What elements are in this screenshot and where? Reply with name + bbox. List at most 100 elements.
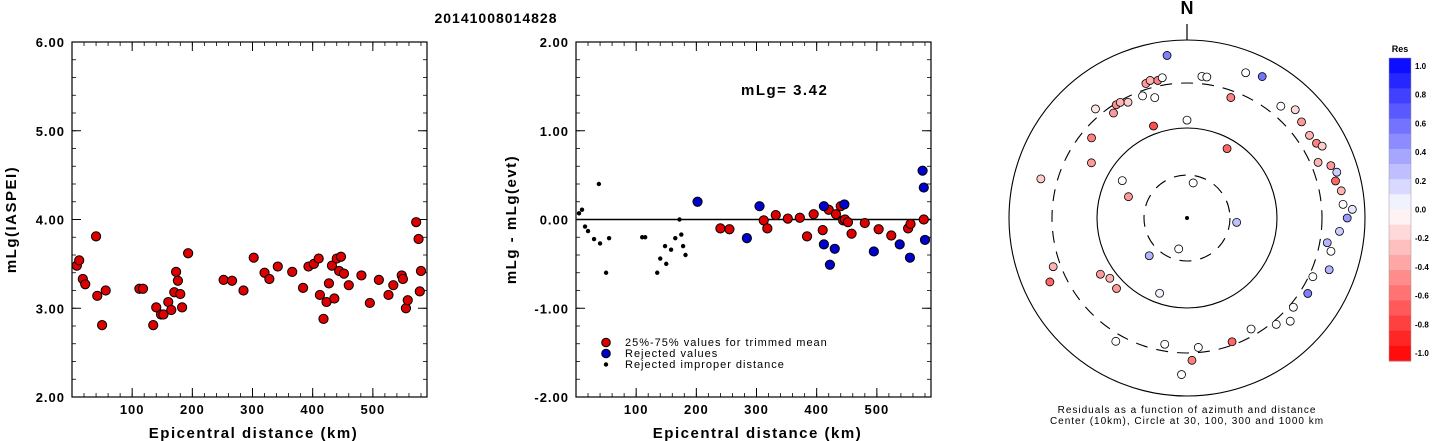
- x-tick-label: 500: [864, 402, 889, 417]
- station-residual: [1202, 72, 1212, 82]
- y-tick-label: -1.00: [534, 301, 569, 316]
- data-point: [100, 285, 111, 296]
- data-point: [364, 297, 375, 309]
- data-point: [313, 253, 324, 264]
- x-axis-label: Epicentral distance (km): [149, 425, 358, 441]
- data-point-improper-distance: [606, 235, 612, 241]
- station-residual: [1091, 104, 1100, 114]
- data-point: [314, 289, 325, 301]
- y-axis-label: mLg(IASPEI): [3, 166, 20, 273]
- data-point: [287, 266, 298, 277]
- data-point-improper-distance: [673, 235, 678, 241]
- data-point-trimmed: [801, 231, 813, 242]
- x-tick-label: 300: [240, 402, 265, 417]
- station-residual: [1045, 277, 1055, 287]
- data-point: [397, 273, 409, 285]
- x-tick-label: 100: [120, 402, 145, 417]
- legend-marker: [603, 362, 609, 367]
- station-residual: [1174, 244, 1184, 254]
- station-residual: [1117, 176, 1127, 186]
- x-tick-label: 200: [684, 402, 709, 417]
- station-residual: [1105, 273, 1115, 283]
- colorbar-cell: [1389, 209, 1411, 226]
- data-point-rejected: [918, 182, 929, 193]
- x-axis-label: Epicentral distance (km): [653, 425, 862, 441]
- station-residual: [1288, 302, 1298, 312]
- data-point-improper-distance: [591, 236, 597, 242]
- station-residual: [1335, 226, 1344, 236]
- data-point-improper-distance: [579, 207, 585, 212]
- data-point-rejected: [692, 196, 703, 207]
- data-point: [272, 261, 283, 272]
- residual-colorbar: Res 1.0 0.8 0.6 0.4 0.2 0.0 -0.2 -0.4 -0.6 -0.8 -1.…: [1388, 44, 1429, 362]
- data-point: [137, 283, 149, 294]
- x-tick-label: 500: [360, 402, 385, 417]
- legend-marker: [601, 348, 611, 359]
- y-tick-label: 4.00: [36, 213, 65, 228]
- station-residual: [1109, 108, 1118, 118]
- data-point: [92, 290, 103, 301]
- data-point: [175, 288, 186, 300]
- data-point-improper-distance: [664, 261, 669, 267]
- colorbar-cell: [1389, 285, 1411, 301]
- colorbar-title: Res: [1392, 44, 1409, 54]
- station-residual: [1188, 178, 1198, 188]
- colorbar-tick-label: 0.0: [1415, 206, 1427, 215]
- station-residual: [1155, 288, 1165, 298]
- data-point-improper-distance: [662, 243, 668, 249]
- station-residual: [1257, 72, 1267, 81]
- data-point: [166, 304, 177, 316]
- data-point-improper-distance: [677, 217, 682, 222]
- station-residual: [1308, 272, 1318, 282]
- distance-circle-dashed: [1143, 174, 1231, 262]
- station-residual: [1177, 370, 1186, 379]
- data-point: [329, 293, 340, 304]
- data-point-trimmed: [842, 217, 854, 228]
- station-residual: [1112, 284, 1121, 293]
- station-residual: [1193, 343, 1203, 352]
- data-point-rejected: [917, 165, 928, 176]
- station-residual: [1157, 73, 1167, 83]
- data-point-rejected: [824, 259, 836, 270]
- colorbar-cell: [1389, 133, 1411, 150]
- data-point: [183, 248, 194, 259]
- station-residual: [1111, 336, 1121, 346]
- colorbar-cell: [1389, 164, 1411, 180]
- data-point-improper-distance: [642, 235, 648, 240]
- station-residual: [1331, 176, 1340, 186]
- data-point: [238, 285, 249, 296]
- y-tick-label: 2.00: [36, 390, 65, 405]
- azimuth-distance-polar-plot: N Residuals as a function of azimuth and …: [1008, 0, 1366, 427]
- data-point-trimmed: [762, 223, 773, 234]
- data-point-rejected: [741, 233, 752, 244]
- data-point: [323, 278, 335, 289]
- data-point: [338, 268, 350, 279]
- data-point-improper-distance: [639, 235, 645, 240]
- data-point: [151, 302, 162, 313]
- colorbar-tick-label: 0.6: [1415, 119, 1427, 128]
- data-point-trimmed: [782, 213, 793, 224]
- colorbar-cell: [1389, 254, 1411, 271]
- colorbar-tick-label: -1.0: [1415, 349, 1429, 358]
- data-point: [74, 255, 85, 266]
- data-point: [218, 274, 229, 285]
- y-tick-label: 1.00: [540, 124, 569, 139]
- data-point-trimmed: [808, 209, 819, 220]
- y-axis-label: mLg - mLg(evt): [503, 155, 520, 284]
- data-point: [402, 295, 413, 306]
- data-point-rejected: [919, 234, 931, 246]
- station-residual: [1227, 337, 1237, 347]
- data-point-improper-distance: [658, 256, 663, 261]
- station-residual: [1338, 199, 1348, 209]
- station-residual: [1317, 141, 1327, 151]
- colorbar-cell: [1389, 194, 1411, 210]
- data-point-rejected: [868, 246, 879, 257]
- north-label: N: [1181, 0, 1194, 18]
- colorbar-cell: [1389, 58, 1411, 74]
- y-tick-label: -2.00: [534, 390, 569, 405]
- station-residual: [1087, 158, 1096, 168]
- data-point: [148, 320, 159, 331]
- x-tick-label: 100: [624, 402, 649, 417]
- data-point: [96, 320, 108, 331]
- colorbar-tick-label: -0.8: [1415, 320, 1429, 329]
